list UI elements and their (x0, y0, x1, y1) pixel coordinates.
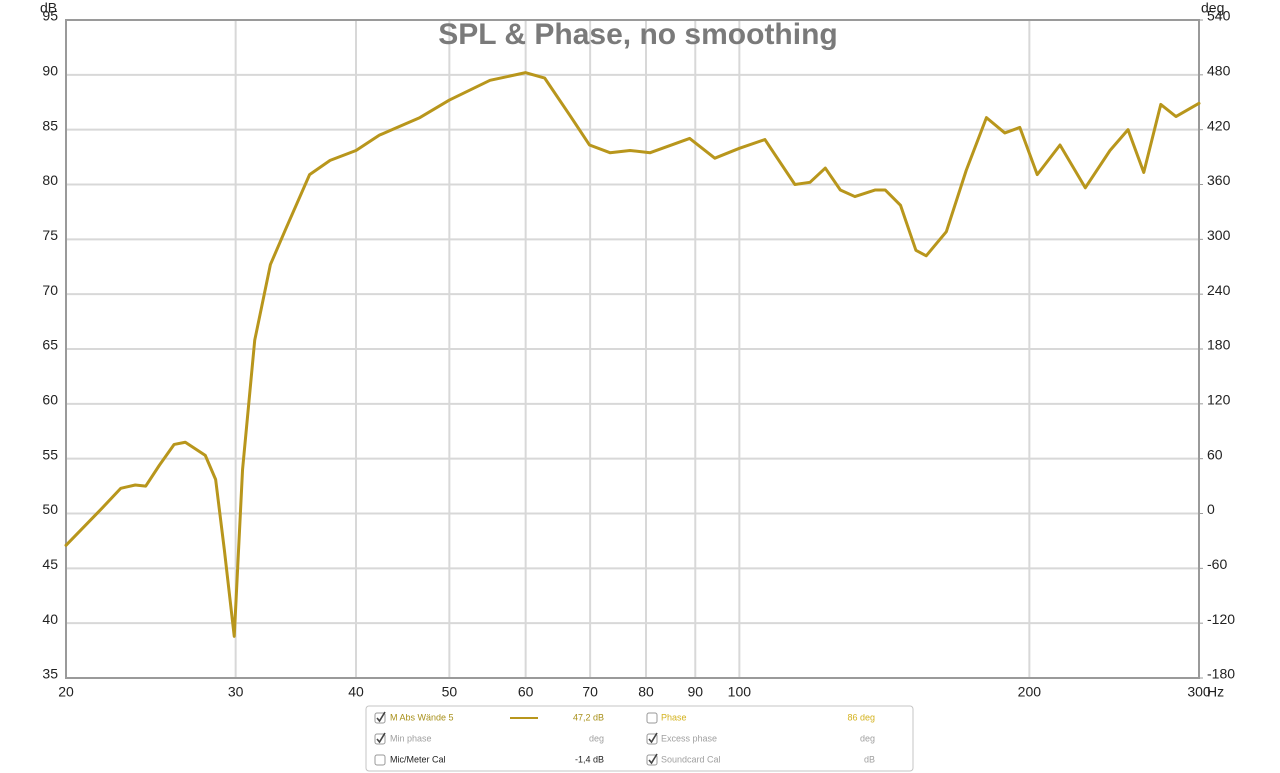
checkmark (648, 753, 658, 765)
legend-readout: deg (589, 733, 604, 743)
y2-tick-label: 120 (1207, 392, 1231, 408)
x-tick-label: 20 (58, 684, 74, 700)
x-tick-label: 30 (228, 684, 244, 700)
x-tick-label: 50 (442, 684, 458, 700)
y-tick-label: 85 (42, 117, 58, 133)
y2-tick-label: -120 (1207, 611, 1235, 627)
y2-tick-label: 360 (1207, 172, 1231, 188)
x-tick-label: 200 (1018, 684, 1042, 700)
legend-box (365, 705, 914, 772)
y-tick-label: 75 (42, 227, 58, 243)
y-axis-label: dB (40, 0, 57, 16)
legend-label: Soundcard Cal (661, 754, 721, 764)
legend-label: M Abs Wände 5 (390, 712, 454, 722)
legend-label: Mic/Meter Cal (390, 754, 446, 764)
legend-readout: 47,2 dB (573, 712, 604, 722)
x-tick-label: 80 (638, 684, 654, 700)
legend-label: Excess phase (661, 733, 717, 743)
checkbox (646, 712, 658, 724)
y2-tick-label: -60 (1207, 556, 1227, 572)
y2-tick-label: 60 (1207, 446, 1223, 462)
y-tick-label: 35 (42, 666, 58, 682)
legend-readout: 86 deg (847, 712, 875, 722)
x-tick-label: 70 (582, 684, 598, 700)
y-tick-label: 60 (42, 392, 58, 408)
y2-tick-label: 300 (1207, 227, 1231, 243)
y-tick-label: 55 (42, 446, 58, 462)
legend-readout: -1,4 dB (575, 754, 604, 764)
y-tick-label: 95 (42, 8, 58, 24)
y-tick-label: 45 (42, 556, 58, 572)
legend-label: Phase (661, 712, 687, 722)
y-tick-label: 70 (42, 282, 58, 298)
y2-tick-label: -180 (1207, 666, 1235, 682)
x-tick-label: 300 (1187, 684, 1211, 700)
y2-axis-label: deg (1201, 0, 1224, 16)
y2-tick-label: 0 (1207, 501, 1215, 517)
x-axis-label: Hz (1207, 684, 1224, 700)
legend-readout: deg (860, 733, 875, 743)
checkbox (374, 754, 386, 766)
y2-tick-label: 420 (1207, 117, 1231, 133)
series-line (64, 71, 1201, 638)
y2-tick-label: 180 (1207, 337, 1231, 353)
x-tick-label: 90 (687, 684, 703, 700)
chart-title: SPL & Phase, no smoothing (438, 18, 838, 51)
legend-label: Min phase (390, 733, 432, 743)
x-tick-label: 60 (518, 684, 534, 700)
y2-tick-label: 240 (1207, 282, 1231, 298)
y-tick-label: 40 (42, 611, 58, 627)
legend-panel: M Abs Wände 5 47,2 dB Phase 86 deg Min phase… (365, 705, 914, 772)
legend-readout: dB (864, 754, 875, 764)
y2-tick-label: 480 (1207, 63, 1231, 79)
y-tick-label: 90 (42, 63, 58, 79)
x-tick-label: 100 (728, 684, 752, 700)
y2-tick-label: 540 (1207, 8, 1231, 24)
x-tick-label: 40 (348, 684, 364, 700)
y-tick-label: 50 (42, 501, 58, 517)
y-tick-label: 65 (42, 337, 58, 353)
checkmark (648, 732, 658, 744)
checkmark (376, 732, 386, 744)
checkmark (376, 711, 386, 723)
y-tick-label: 80 (42, 172, 58, 188)
